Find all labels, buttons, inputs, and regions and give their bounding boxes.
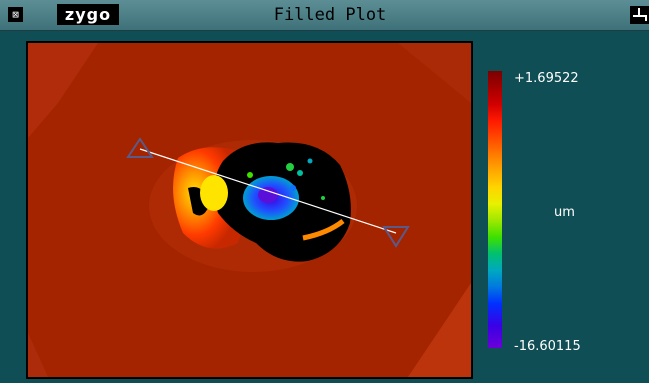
color-scale-bar bbox=[488, 71, 502, 348]
filled-plot-area[interactable] bbox=[26, 41, 473, 379]
zygo-logo: zygo bbox=[57, 4, 119, 25]
scale-unit-label: um bbox=[554, 205, 575, 220]
shade-patch-bottom-left bbox=[28, 333, 48, 377]
title-bar[interactable]: ⊠ zygo Filled Plot bbox=[0, 0, 649, 31]
speck bbox=[321, 196, 325, 200]
triangle-up-icon bbox=[126, 137, 154, 158]
speck bbox=[290, 185, 296, 191]
speck bbox=[247, 172, 253, 178]
window-title: Filled Plot bbox=[273, 5, 387, 25]
deepest-point bbox=[258, 187, 278, 203]
shade-patch-bottom-right bbox=[408, 283, 471, 377]
shade-patch-top-right bbox=[398, 43, 471, 103]
close-box-icon[interactable]: ⊠ bbox=[8, 7, 23, 22]
resize-icon[interactable] bbox=[630, 6, 649, 24]
yellow-peak bbox=[200, 175, 228, 211]
speck bbox=[286, 163, 294, 171]
triangle-down-icon bbox=[382, 226, 410, 248]
scale-max-label: +1.69522 bbox=[514, 71, 579, 86]
speck bbox=[297, 170, 303, 176]
shade-patch-top-left bbox=[28, 43, 98, 138]
surface-map bbox=[28, 43, 471, 377]
speck bbox=[307, 158, 313, 164]
scale-min-label: -16.60115 bbox=[514, 339, 581, 354]
orange-arc bbox=[302, 219, 345, 241]
profile-line bbox=[139, 148, 397, 234]
